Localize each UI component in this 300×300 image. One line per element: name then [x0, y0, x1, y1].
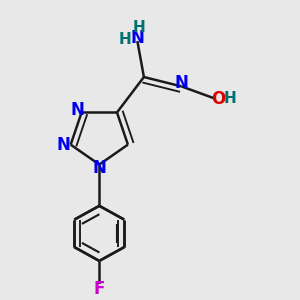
Text: N: N [92, 159, 106, 177]
Text: N: N [71, 101, 85, 119]
Text: H: H [118, 32, 131, 47]
Text: N: N [56, 136, 70, 154]
Text: O: O [212, 90, 226, 108]
Text: H: H [133, 20, 146, 35]
Text: N: N [175, 74, 188, 92]
Text: N: N [130, 29, 144, 47]
Text: F: F [94, 280, 105, 298]
Text: H: H [223, 92, 236, 106]
